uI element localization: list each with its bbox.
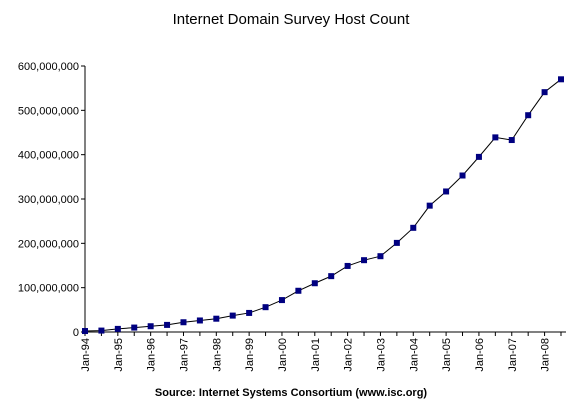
data-point — [377, 253, 384, 260]
data-point — [443, 188, 450, 195]
data-point — [328, 273, 335, 280]
data-point — [558, 76, 564, 83]
data-point — [180, 319, 187, 326]
data-point — [311, 280, 318, 287]
data-point — [344, 262, 351, 269]
x-tick-label: Jan-95 — [113, 338, 125, 372]
x-tick-label: Jan-06 — [474, 338, 486, 372]
data-point — [278, 297, 285, 304]
data-point — [98, 327, 105, 334]
x-tick-label: Jan-99 — [244, 338, 256, 372]
x-tick-label: Jan-02 — [343, 338, 355, 372]
y-tick-label: 0 — [73, 327, 79, 339]
data-point — [246, 309, 253, 316]
chart-title: Internet Domain Survey Host Count — [173, 11, 411, 28]
data-point — [541, 89, 548, 96]
data-point — [196, 317, 203, 324]
data-point — [82, 328, 88, 335]
x-tick-label: Jan-00 — [277, 338, 289, 372]
data-point — [131, 324, 138, 331]
series-line — [84, 78, 562, 332]
data-point — [114, 325, 121, 332]
data-point — [229, 312, 236, 319]
y-tick-label: 300,000,000 — [18, 194, 79, 206]
y-tick-label: 100,000,000 — [18, 283, 79, 295]
x-tick-label: Jan-04 — [408, 338, 420, 372]
y-tick-label: 200,000,000 — [18, 238, 79, 250]
data-point — [459, 172, 466, 179]
data-point — [147, 323, 154, 330]
data-point — [475, 153, 482, 160]
data-point — [426, 202, 433, 209]
data-point — [508, 137, 515, 144]
x-tick-label: Jan-07 — [507, 338, 519, 372]
data-point — [410, 224, 417, 231]
x-tick-label: Jan-98 — [211, 338, 223, 372]
data-point — [492, 134, 499, 141]
data-point — [393, 239, 400, 246]
y-tick-label: 400,000,000 — [18, 150, 79, 162]
x-tick-label: Jan-97 — [178, 338, 190, 372]
x-tick-label: Jan-05 — [441, 338, 453, 372]
data-point — [295, 287, 302, 294]
x-tick-label: Jan-96 — [146, 338, 158, 372]
x-tick-label: Jan-94 — [80, 338, 92, 372]
data-point — [213, 315, 220, 322]
data-point — [525, 112, 532, 119]
data-point — [361, 257, 368, 264]
y-tick-label: 500,000,000 — [18, 105, 79, 117]
data-point — [262, 304, 269, 311]
data-point — [164, 321, 171, 328]
x-tick-label: Jan-03 — [375, 338, 387, 372]
x-tick-label: Jan-08 — [540, 338, 552, 372]
y-tick-label: 600,000,000 — [18, 61, 79, 73]
source-note: Source: Internet Systems Consortium (www… — [155, 387, 428, 399]
x-tick-label: Jan-01 — [310, 338, 322, 372]
